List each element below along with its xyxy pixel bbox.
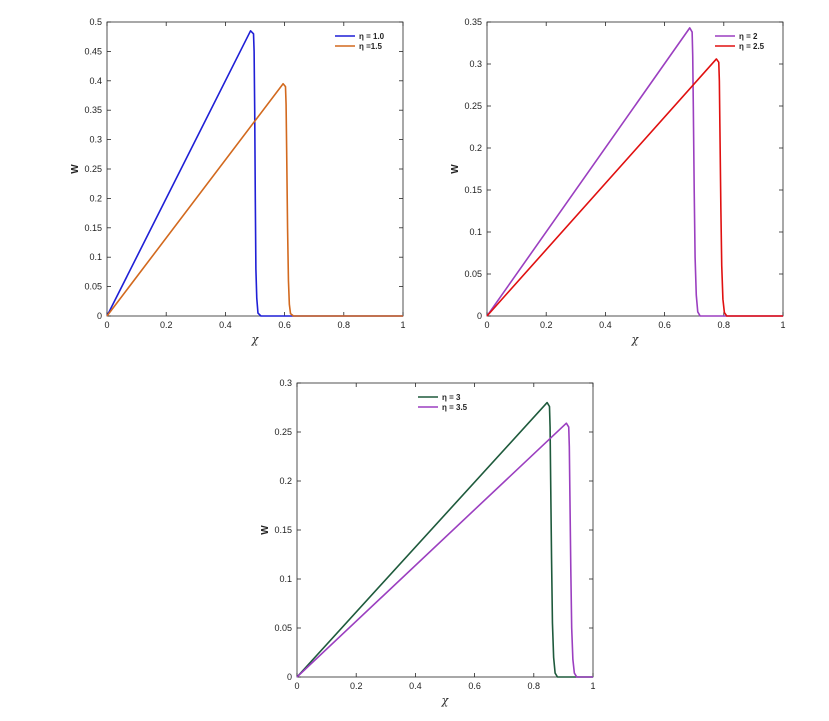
x-tick-label: 0.8 bbox=[528, 681, 541, 691]
y-tick-label: 0.05 bbox=[464, 269, 482, 279]
series-line-1 bbox=[486, 27, 783, 317]
y-tick-label: 0.1 bbox=[89, 252, 102, 262]
legend-label: η = 1.0 bbox=[359, 32, 385, 41]
y-axis-label: W bbox=[260, 525, 271, 535]
y-tick-label: 0.05 bbox=[84, 282, 102, 292]
x-tick-label: 0 bbox=[484, 320, 489, 330]
y-tick-label: 0.2 bbox=[279, 476, 292, 486]
axes-box bbox=[296, 382, 594, 678]
x-axis-label: χ bbox=[251, 333, 260, 346]
legend: η = 1.0η =1.5 bbox=[335, 32, 385, 51]
y-tick-label: 0.4 bbox=[89, 76, 102, 86]
x-tick-label: 1 bbox=[400, 320, 405, 330]
y-tick-label: 0.1 bbox=[469, 227, 482, 237]
x-tick-label: 0.6 bbox=[278, 320, 291, 330]
y-axis-label: W bbox=[70, 164, 81, 174]
series-line-1 bbox=[296, 401, 593, 678]
y-tick-label: 0.15 bbox=[274, 525, 292, 535]
legend-label: η = 2 bbox=[739, 32, 758, 41]
chart-panel-2: 0 0.2 0.4 0.6 0.8 1 0 0.05 0.1 0.15 0.2 0.25 0.3 0.35… bbox=[450, 17, 786, 346]
legend-label: η = 3.5 bbox=[442, 403, 468, 412]
x-axis-label: χ bbox=[631, 333, 640, 346]
y-tick-label: 0.15 bbox=[84, 223, 102, 233]
x-tick-label: 0.2 bbox=[350, 681, 363, 691]
x-tick-label: 0.8 bbox=[338, 320, 351, 330]
y-tick-label: 0 bbox=[97, 311, 102, 321]
y-tick-label: 0.35 bbox=[84, 105, 102, 115]
legend-label: η = 3 bbox=[442, 393, 461, 402]
x-tick-label: 0.8 bbox=[718, 320, 731, 330]
y-tick-label: 0.3 bbox=[469, 59, 482, 69]
legend: η = 3η = 3.5 bbox=[418, 393, 468, 412]
x-tick-label: 0.2 bbox=[540, 320, 553, 330]
legend-label: η =1.5 bbox=[359, 42, 382, 51]
x-tick-label: 1 bbox=[590, 681, 595, 691]
x-axis-label: χ bbox=[441, 694, 450, 707]
x-tick-label: 0.4 bbox=[409, 681, 422, 691]
x-tick-label: 0 bbox=[104, 320, 109, 330]
legend: η = 2η = 2.5 bbox=[715, 32, 765, 51]
y-tick-label: 0.25 bbox=[464, 101, 482, 111]
y-tick-label: 0.3 bbox=[89, 135, 102, 145]
x-tick-label: 1 bbox=[780, 320, 785, 330]
series-line-2 bbox=[106, 82, 403, 317]
y-tick-label: 0.5 bbox=[89, 17, 102, 27]
x-tick-label: 0.6 bbox=[468, 681, 481, 691]
axes-box bbox=[486, 21, 784, 317]
series-line-1 bbox=[106, 30, 403, 317]
y-tick-label: 0 bbox=[287, 672, 292, 682]
x-tick-label: 0.6 bbox=[658, 320, 671, 330]
y-tick-label: 0.2 bbox=[89, 193, 102, 203]
y-tick-label: 0.1 bbox=[279, 574, 292, 584]
y-tick-label: 0.35 bbox=[464, 17, 482, 27]
y-tick-label: 0.3 bbox=[279, 378, 292, 388]
y-tick-label: 0 bbox=[477, 311, 482, 321]
x-tick-label: 0.2 bbox=[160, 320, 173, 330]
x-tick-label: 0 bbox=[294, 681, 299, 691]
legend-label: η = 2.5 bbox=[739, 42, 765, 51]
x-tick-label: 0.4 bbox=[219, 320, 232, 330]
chart-panel-3: 0 0.2 0.4 0.6 0.8 1 0 0.05 0.1 0.15 0.2 0.25 0.3 χ Wη … bbox=[260, 378, 596, 707]
series-line-2 bbox=[486, 58, 783, 317]
y-tick-label: 0.2 bbox=[469, 143, 482, 153]
y-tick-label: 0.25 bbox=[274, 427, 292, 437]
y-tick-label: 0.45 bbox=[84, 46, 102, 56]
y-tick-label: 0.05 bbox=[274, 623, 292, 633]
chart-panel-1: 0 0.2 0.4 0.6 0.8 1 0 0.05 0.1 0.15 0.2 0.25 0.3 0.35… bbox=[70, 17, 406, 346]
series-line-2 bbox=[296, 422, 593, 678]
x-tick-label: 0.4 bbox=[599, 320, 612, 330]
y-axis-label: W bbox=[450, 164, 461, 174]
y-tick-label: 0.25 bbox=[84, 164, 102, 174]
y-tick-label: 0.15 bbox=[464, 185, 482, 195]
